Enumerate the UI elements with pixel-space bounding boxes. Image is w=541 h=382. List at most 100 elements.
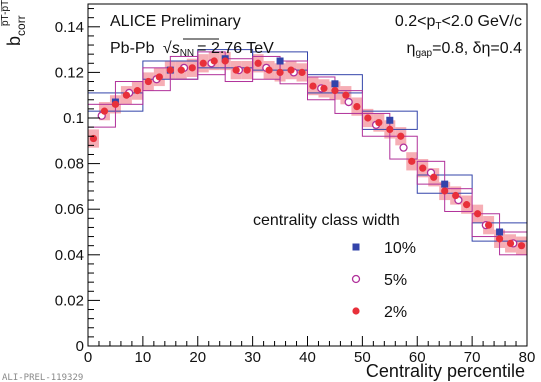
experiment-label: ALICE Preliminary [110,13,241,30]
point-2pct [375,118,383,127]
x-tick-label: 50 [354,349,371,366]
point-2pct [111,100,120,108]
legend-marker-2pct [352,307,360,315]
system-label: Pb-Pb √sNN = 2.76 TeV [110,40,274,59]
x-axis-label: Centrality percentile [366,361,525,381]
point-2pct [232,66,240,74]
point-2pct [276,68,284,76]
point-2pct [298,68,306,76]
point-2pct [287,66,295,74]
point-2pct [386,125,394,133]
point-2pct [243,66,251,74]
legend-label: 2% [384,304,407,321]
y-tick-label: 0.04 [55,247,84,264]
point-2pct [221,57,229,65]
y-tick-label: 0.08 [55,156,84,173]
pt-range-label: 0.2<pT<2.0 GeV/c [395,13,522,32]
point-2pct [441,187,449,195]
legend-label: 10% [384,240,416,257]
pt-high: <2.0 GeV/c [442,13,523,30]
tick-labels-layer: 0 10 20 30 40 50 60 70 80 0 0.02 0.04 0.06 0.08 0.1 0.1… [55,19,536,366]
x-tick-label: 40 [299,349,316,366]
legend: 10% 5% 2% [351,240,416,321]
legend-marker-5pct [351,274,361,284]
x-tick-label: 70 [464,349,481,366]
x-tick-label: 80 [519,349,536,366]
point-2pct [320,84,328,92]
point-10pct [386,116,394,124]
point-2pct [177,66,185,74]
point-2pct [353,103,361,111]
point-2pct [100,107,109,115]
point-2pct [463,201,471,209]
point-2pct [419,164,427,172]
sys-box-5pct [416,160,446,185]
y-tick-label: 0.12 [55,64,84,81]
legend-label: 5% [384,272,407,289]
y-tick-label: 0.1 [63,110,84,127]
eta-sub: gap [415,48,432,59]
point-2pct [364,114,372,122]
pt-low: 0.2<p [395,13,436,30]
point-2pct [331,87,339,95]
point-2pct [342,91,350,99]
point-2pct [188,64,196,72]
y-axis-label-sup: p̅T-p̅T [0,0,11,26]
point-2pct [452,191,460,200]
x-tick-label: 10 [135,349,152,366]
point-2pct [474,210,482,218]
point-2pct [144,77,152,86]
point-2pct [309,82,317,90]
point-10pct [331,80,339,88]
point-2pct [430,173,438,181]
point-2pct [484,221,493,229]
energy-value: = 2.76 TeV [197,40,274,57]
sqrt-sign: √ [163,40,172,57]
pt-sub: T [435,21,441,32]
y-tick-label: 0 [76,338,84,355]
x-tick-label: 60 [409,349,426,366]
energy-sub: NN [180,48,194,59]
sys-box-5pct [471,213,501,238]
y-axis-label-sub: corr [14,15,28,36]
x-tick-label: 20 [189,349,206,366]
sys-box-5pct [444,188,473,212]
y-tick-label: 0.02 [55,292,84,309]
y-axis-label: bcorr p̅T-p̅T [0,0,28,46]
point-2pct [517,242,526,250]
point-2pct [210,57,218,65]
point-2pct [122,91,131,99]
point-2pct [166,66,174,74]
point-2pct [408,157,416,165]
point-2pct [133,87,141,95]
point-10pct [441,180,449,188]
sys-box-5pct [361,112,391,137]
legend-marker-10pct [352,243,360,251]
y-tick-label: 0.06 [55,201,84,218]
point-10pct [276,57,284,65]
point-2pct [265,66,273,74]
markers-layer [89,55,526,250]
x-tick-label: 0 [84,349,92,366]
system-name: Pb-Pb [110,40,155,57]
sys-box-5pct [334,90,363,114]
eta-prefix: η [407,40,416,57]
point-5pct [344,97,353,107]
point-2pct [397,132,405,140]
sys-box-5pct [114,81,144,105]
axis-ticks-layer [87,8,528,347]
footer-id: ALI-PREL-119329 [2,373,83,382]
y-axis-label-main: b [4,36,24,46]
point-2pct [199,59,207,67]
eta-label: ηgap=0.8, δη=0.4 [407,40,523,59]
point-2pct [495,235,504,243]
point-2pct [506,239,515,247]
y-tick-label: 0.14 [55,19,84,36]
legend-title: centrality class width [253,212,400,229]
point-5pct [399,143,408,152]
energy-s: s [172,40,180,57]
eta-value: =0.8, δη=0.4 [432,40,522,57]
point-10pct [496,228,504,236]
point-2pct [155,73,163,81]
